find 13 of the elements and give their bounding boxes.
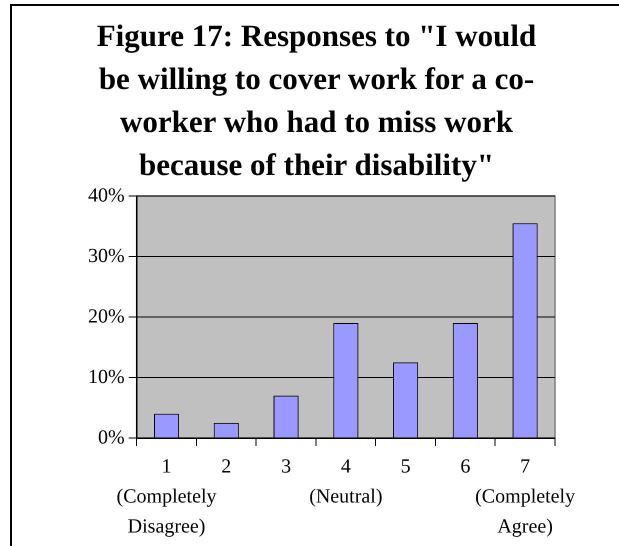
x-tick-label: 7 (Completely Agree) [475, 455, 576, 538]
x-tick-label: 2 [221, 455, 232, 478]
x-tick-label: 6 [460, 455, 470, 478]
x-tick-label: 4 (Neutral) [309, 455, 382, 508]
y-tick-label: 30% [88, 244, 125, 267]
y-tick-label: 0% [98, 426, 125, 448]
y-tick-label: 20% [88, 305, 125, 328]
x-tick-label: 1 (Completely Disagree) [116, 455, 217, 538]
y-tick-label: 10% [88, 366, 125, 388]
y-tick-label: 40% [88, 184, 125, 206]
x-tick-label: 5 [400, 455, 411, 478]
chart-title: Figure 17: Responses to "I would be willing to cover work for a co-worker who had to miss work because of their disability" [96, 17, 538, 184]
x-tick-label: 3 [281, 455, 292, 478]
